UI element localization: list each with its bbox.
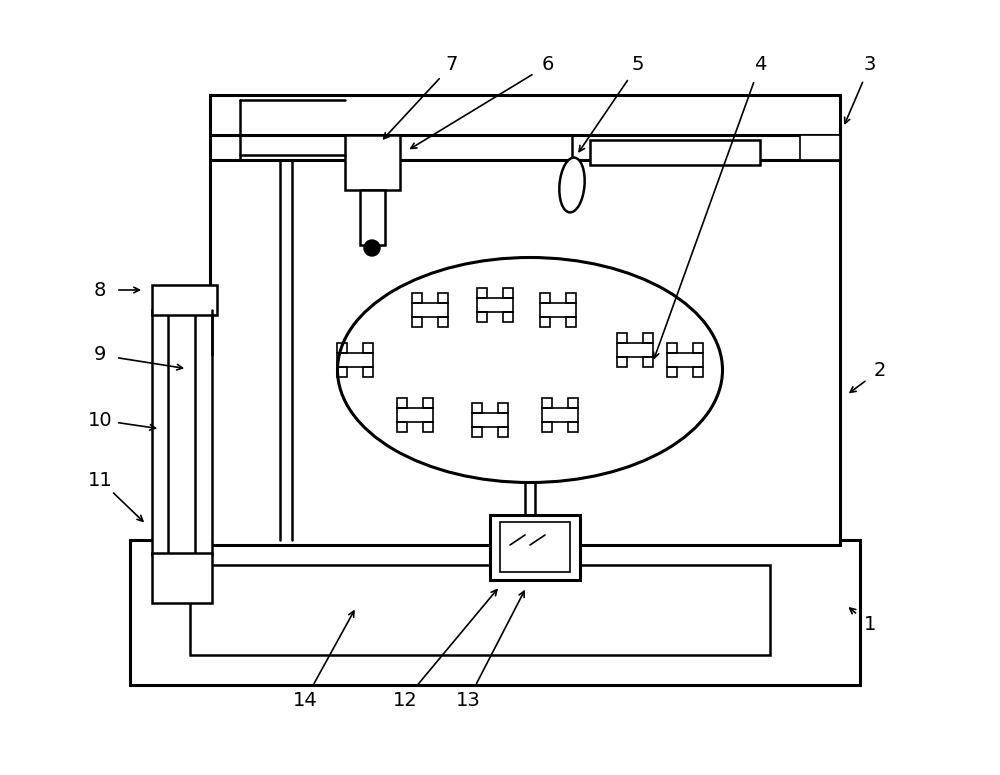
Text: 2: 2: [874, 360, 886, 380]
Text: 1: 1: [864, 615, 876, 635]
Bar: [540, 303, 576, 317]
Bar: [503, 288, 513, 298]
Bar: [152, 553, 212, 603]
Bar: [397, 422, 407, 432]
Text: 14: 14: [293, 691, 317, 709]
Ellipse shape: [559, 157, 585, 212]
Bar: [568, 398, 578, 408]
Bar: [477, 288, 487, 298]
Bar: [152, 310, 212, 555]
Bar: [412, 317, 422, 327]
Bar: [210, 95, 840, 545]
Text: 5: 5: [632, 56, 644, 74]
Text: 3: 3: [864, 56, 876, 74]
Bar: [667, 343, 677, 353]
Bar: [472, 427, 482, 437]
Bar: [542, 408, 578, 422]
Bar: [643, 333, 653, 343]
Text: 7: 7: [446, 56, 458, 74]
Bar: [397, 398, 407, 408]
Bar: [617, 333, 627, 343]
Bar: [667, 353, 703, 367]
Bar: [643, 357, 653, 367]
Bar: [617, 343, 653, 357]
Bar: [477, 298, 513, 312]
Bar: [490, 515, 580, 580]
Bar: [397, 408, 433, 422]
Bar: [337, 353, 373, 367]
Bar: [412, 303, 448, 317]
Text: 4: 4: [754, 56, 766, 74]
Bar: [693, 343, 703, 353]
Text: 12: 12: [393, 691, 417, 709]
Bar: [498, 427, 508, 437]
Bar: [477, 312, 487, 322]
Bar: [423, 398, 433, 408]
Text: 6: 6: [542, 56, 554, 74]
Text: 11: 11: [88, 470, 112, 490]
Text: 9: 9: [94, 346, 106, 364]
Bar: [337, 367, 347, 377]
Bar: [190, 565, 770, 655]
Bar: [590, 140, 760, 165]
Bar: [500, 522, 570, 572]
Bar: [345, 135, 400, 190]
Bar: [472, 403, 482, 413]
Bar: [423, 422, 433, 432]
Bar: [540, 317, 550, 327]
Bar: [360, 190, 385, 245]
Ellipse shape: [338, 257, 722, 483]
Bar: [498, 403, 508, 413]
Bar: [693, 367, 703, 377]
Bar: [438, 293, 448, 303]
Text: 10: 10: [88, 411, 112, 429]
Text: 8: 8: [94, 281, 106, 299]
Bar: [503, 312, 513, 322]
Bar: [566, 317, 576, 327]
Bar: [412, 293, 422, 303]
Bar: [130, 540, 860, 685]
Bar: [363, 343, 373, 353]
Bar: [568, 422, 578, 432]
Bar: [540, 293, 550, 303]
Text: 13: 13: [456, 691, 480, 709]
Bar: [800, 135, 840, 160]
Bar: [337, 343, 347, 353]
Bar: [472, 413, 508, 427]
Bar: [566, 293, 576, 303]
Bar: [542, 398, 552, 408]
Bar: [152, 285, 217, 315]
Circle shape: [364, 240, 380, 256]
Bar: [667, 367, 677, 377]
Bar: [542, 422, 552, 432]
Bar: [363, 367, 373, 377]
Bar: [617, 357, 627, 367]
Bar: [438, 317, 448, 327]
